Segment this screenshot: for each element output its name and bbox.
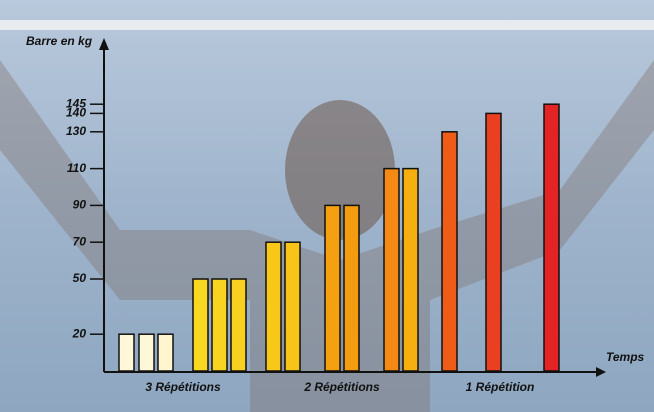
bar — [485, 112, 502, 372]
bar — [383, 167, 400, 372]
bar — [265, 241, 282, 372]
bar — [402, 167, 419, 372]
y-tick-label: 140 — [66, 106, 86, 120]
y-tick-label: 110 — [67, 161, 86, 175]
barbell — [0, 20, 654, 30]
athlete-head — [285, 100, 395, 240]
bar — [543, 103, 560, 372]
bar — [211, 278, 228, 372]
y-axis-arrow — [99, 38, 109, 50]
bar — [441, 131, 458, 372]
y-tick-label: 145 — [66, 96, 86, 110]
x-axis-title: Temps — [606, 350, 645, 364]
y-axis-title: Barre en kg — [26, 34, 93, 48]
x-axis-arrow — [596, 367, 606, 377]
bar — [324, 204, 341, 372]
bar — [157, 333, 174, 372]
y-tick-label: 50 — [73, 271, 87, 285]
y-tick-label: 70 — [73, 234, 87, 248]
group-label: 3 Répétitions — [145, 380, 221, 394]
bar — [230, 278, 247, 372]
bar — [192, 278, 209, 372]
bar — [284, 241, 301, 372]
group-label: 2 Répétitions — [303, 380, 380, 394]
y-tick-label: 130 — [66, 124, 86, 138]
bar — [118, 333, 135, 372]
bar — [343, 204, 360, 372]
bar — [138, 333, 155, 372]
group-label: 1 Répétition — [466, 380, 535, 394]
y-tick-label: 90 — [73, 198, 87, 212]
y-tick-label: 20 — [72, 326, 87, 340]
